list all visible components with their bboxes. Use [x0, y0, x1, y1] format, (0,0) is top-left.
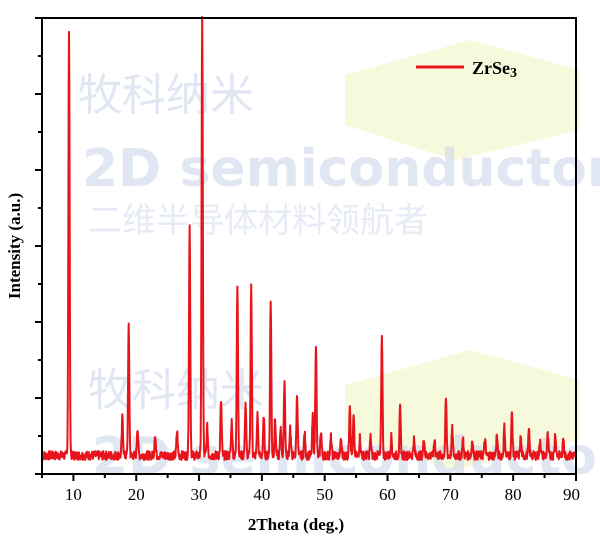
watermark-cn-slogan: 二维半导体材料领航者 [88, 201, 428, 241]
x-tick-label: 20 [128, 485, 145, 504]
watermark-en-brand: 2D semiconductor [82, 139, 600, 199]
watermark-cn-brand-2: 牧科纳米 [88, 365, 264, 416]
legend: ZrSe3 [416, 58, 517, 81]
x-axis: 10 20 30 40 50 60 70 80 90 [41, 474, 580, 504]
x-axis-label: 2Theta (deg.) [248, 515, 344, 534]
x-tick-label: 10 [65, 485, 82, 504]
x-tick-label: 50 [316, 485, 333, 504]
x-tick-label: 60 [379, 485, 396, 504]
x-tick-label: 30 [191, 485, 208, 504]
x-tick-label: 40 [253, 485, 270, 504]
series-line-zrse3 [41, 16, 577, 461]
y-axis [35, 17, 42, 475]
x-tick-label: 80 [505, 485, 522, 504]
x-tick-label: 70 [442, 485, 459, 504]
watermark: 牧科纳米 2D semiconductor 二维半导体材料领航者 牧科纳米 2D… [78, 40, 600, 487]
legend-label: ZrSe3 [472, 58, 517, 81]
x-tick-label: 90 [563, 485, 580, 504]
y-axis-label: Intensity (a.u.) [5, 193, 24, 299]
watermark-cn-brand: 牧科纳米 [78, 70, 254, 121]
plot-area [41, 16, 577, 461]
